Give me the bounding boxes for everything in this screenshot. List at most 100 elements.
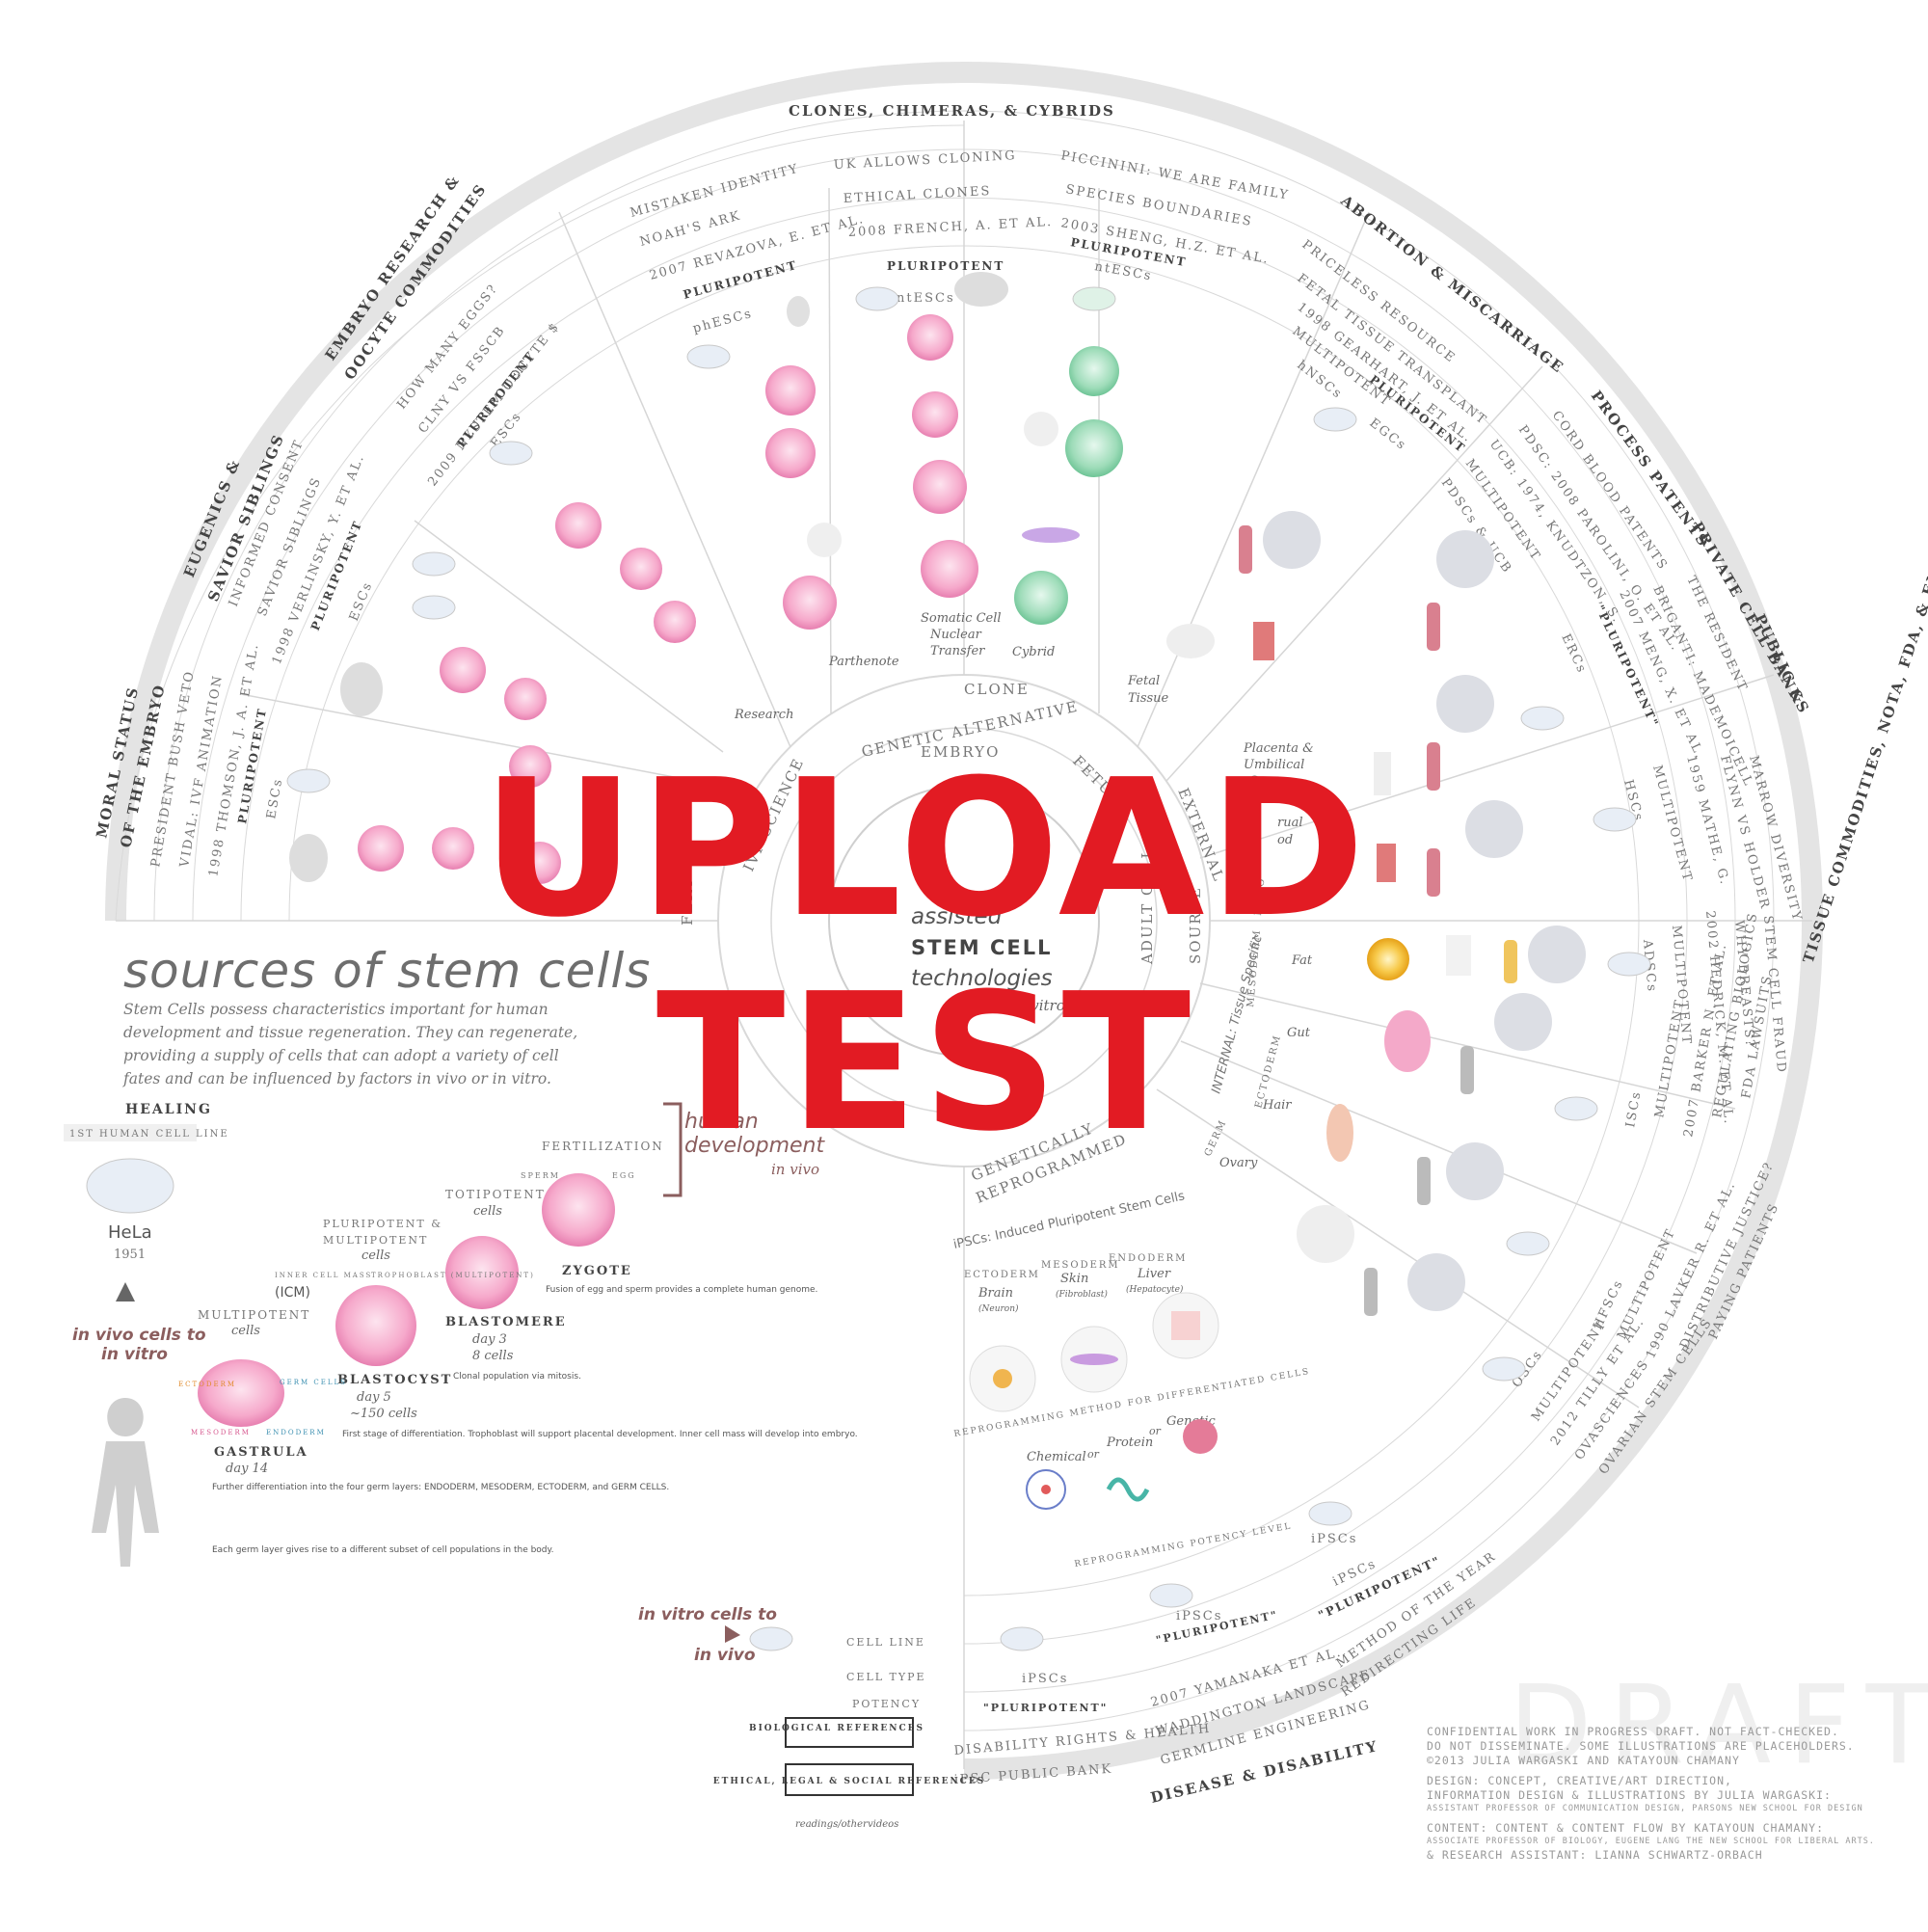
svg-text:ntESCs: ntESCs — [1093, 259, 1153, 283]
device-icon — [1374, 752, 1391, 795]
tube-icon — [1239, 525, 1252, 574]
svg-text:technologies: technologies — [911, 966, 1053, 991]
ipsc-section: iPSCs: Induced Pluripotent Stem Cells EC… — [952, 1189, 1357, 1714]
svg-text:2008 FRENCH, A. ET AL.: 2008 FRENCH, A. ET AL. — [847, 215, 1053, 240]
blastocyst-icon — [907, 314, 953, 361]
svg-text:ADULT CELL: ADULT CELL — [1138, 847, 1156, 965]
svg-text:PLURIPOTENT &: PLURIPOTENT & — [323, 1218, 442, 1230]
blastocyst-icon — [1069, 346, 1119, 396]
svg-text:iPSCs: iPSCs — [1311, 1532, 1357, 1546]
sector-title-embryo-research: EMBRYO RESEARCH & — [322, 172, 464, 363]
svg-text:phESCs: phESCs — [691, 307, 754, 336]
svg-text:CELL TYPE: CELL TYPE — [846, 1671, 926, 1683]
petri-dish-icon — [1607, 952, 1651, 977]
credit-line: DESIGN: CONCEPT, CREATIVE/ART DIRECTION, — [1427, 1774, 1732, 1787]
egg-icon — [787, 296, 810, 327]
svg-text:EMBRYO: EMBRYO — [921, 743, 1000, 761]
svg-text:or: or — [1087, 1448, 1100, 1461]
blastocyst-icon — [765, 365, 816, 416]
tube-icon — [1364, 1268, 1378, 1316]
svg-text:SAVIOR SIBLINGS: SAVIOR SIBLINGS — [255, 474, 325, 618]
svg-text:in vivo cells to: in vivo cells to — [72, 1326, 206, 1345]
petri-dish-icon — [855, 286, 899, 311]
tube-icon — [1427, 603, 1440, 651]
svg-text:MULTIPOTENT: MULTIPOTENT — [1649, 764, 1695, 884]
svg-text:BLASTOMERE: BLASTOMERE — [445, 1315, 567, 1329]
zygote-icon — [519, 842, 561, 884]
petri-dish-icon — [749, 1626, 793, 1651]
intro-text: Stem Cells possess characteristics impor… — [123, 1001, 578, 1087]
legend: CELL LINE CELL TYPE POTENCY BIOLOGICAL R… — [638, 1605, 985, 1830]
svg-text:UK ALLOWS CLONING: UK ALLOWS CLONING — [833, 148, 1017, 173]
svg-text:1951: 1951 — [114, 1248, 146, 1262]
tube-icon — [1504, 940, 1517, 983]
petri-dish-icon — [1000, 1626, 1044, 1651]
adipocyte-icon — [1367, 938, 1409, 980]
svg-text:CELL LINE: CELL LINE — [846, 1636, 925, 1649]
sector-title-clones: CLONES, CHIMERAS, & CYBRIDS — [789, 102, 1115, 120]
svg-text:BIOLOGICAL REFERENCES: BIOLOGICAL REFERENCES — [749, 1724, 924, 1733]
magnifier-icon — [1465, 800, 1523, 858]
credit-line: INFORMATION DESIGN & ILLUSTRATIONS BY JU… — [1427, 1788, 1832, 1802]
protein-icon — [1106, 1477, 1150, 1502]
svg-text:Nuclear: Nuclear — [929, 628, 982, 642]
svg-text:ENDO: ENDO — [1253, 876, 1267, 916]
blood-bag-icon — [1377, 844, 1396, 882]
svg-text:day 14: day 14 — [226, 1462, 268, 1476]
svg-text:Research: Research — [734, 708, 793, 722]
zygote-icon — [509, 745, 551, 788]
upload-line: UPLOAD — [481, 739, 1370, 959]
svg-text:Brain: Brain — [977, 1286, 1013, 1301]
svg-text:(Neuron): (Neuron) — [978, 1303, 1019, 1314]
blastomere-icon — [504, 678, 547, 720]
svg-text:in vitro: in vitro — [101, 1345, 168, 1364]
svg-text:MISTAKEN IDENTITY: MISTAKEN IDENTITY — [629, 162, 801, 221]
center-label: assisted STEM CELL technologies in vitro — [911, 904, 1065, 1014]
svg-text:PLURIPOTENT: PLURIPOTENT — [1367, 372, 1468, 455]
svg-text:ZYGOTE: ZYGOTE — [562, 1264, 632, 1278]
svg-text:Fetal: Fetal — [1127, 674, 1160, 688]
svg-text:ECTODERM: ECTODERM — [178, 1381, 236, 1388]
chromosome-icon — [807, 523, 842, 557]
adult-cells: Fetal Tissue Placenta & Umbilical Co rua… — [1127, 407, 1651, 1382]
svg-text:PGD: PGD — [674, 847, 704, 862]
petri-dish-icon — [1593, 807, 1637, 832]
credit-line: & RESEARCH ASSISTANT: LIANNA SCHWARTZ-OR… — [1427, 1848, 1763, 1862]
svg-text:MULTIPOTENT: MULTIPOTENT — [1652, 998, 1688, 1119]
svg-text:Each germ layer gives rise to: Each germ layer gives rise to a differen… — [212, 1545, 553, 1555]
svg-text:ERCs: ERCs — [1558, 631, 1589, 676]
svg-text:ESCs: ESCs — [264, 777, 285, 820]
svg-text:8 cells: 8 cells — [472, 1349, 514, 1363]
tube-icon — [1427, 742, 1440, 791]
svg-text:First stage of differentiation: First stage of differentiation. Trophobl… — [342, 1430, 858, 1439]
svg-text:Fat: Fat — [1291, 953, 1313, 968]
svg-text:MULTIPOTENT: MULTIPOTENT — [198, 1308, 310, 1322]
credit-line: CONTENT: CONTENT & CONTENT FLOW BY KATAY… — [1427, 1821, 1825, 1835]
petri-dish-icon — [1554, 1096, 1598, 1121]
petri-dish-icon — [686, 344, 731, 369]
bracket-icon — [663, 1102, 683, 1197]
svg-text:readings/other: readings/other — [795, 1819, 869, 1830]
svg-text:Ovary: Ovary — [1219, 1156, 1258, 1170]
petri-dish-icon — [1506, 1231, 1550, 1256]
credit-line: ASSISTANT PROFESSOR OF COMMUNICATION DES… — [1427, 1804, 1863, 1813]
blastomere-icon — [765, 428, 816, 478]
svg-text:human: human — [684, 1110, 759, 1134]
petri-dish-icon — [412, 551, 456, 577]
credits: CONFIDENTIAL WORK IN PROGRESS DRAFT. NOT… — [1427, 1725, 1909, 1863]
svg-text:SOURCE: SOURCE — [1187, 886, 1204, 964]
top-references: MISTAKEN IDENTITY NOAH'S ARK 2007 REVAZO… — [629, 148, 1290, 336]
svg-text:Skin: Skin — [1060, 1272, 1088, 1286]
processing-machine-icon — [1446, 935, 1471, 976]
embryo-icon — [289, 834, 328, 882]
tube-icon — [1427, 848, 1440, 897]
parthenote-icon — [783, 576, 837, 630]
blastocyst-icon — [555, 502, 602, 549]
svg-text:STEM CELL: STEM CELL — [911, 936, 1053, 959]
upload-test-overlay: UPLOAD TEST — [415, 742, 1436, 1170]
petri-dish-icon — [1520, 706, 1565, 731]
svg-text:Transfer: Transfer — [930, 644, 985, 658]
svg-text:HEALING: HEALING — [125, 1102, 212, 1117]
svg-text:development: development — [684, 1134, 826, 1158]
svg-text:ETHICAL, LEGAL & SOCIAL REFERE: ETHICAL, LEGAL & SOCIAL REFERENCES — [713, 1777, 985, 1786]
